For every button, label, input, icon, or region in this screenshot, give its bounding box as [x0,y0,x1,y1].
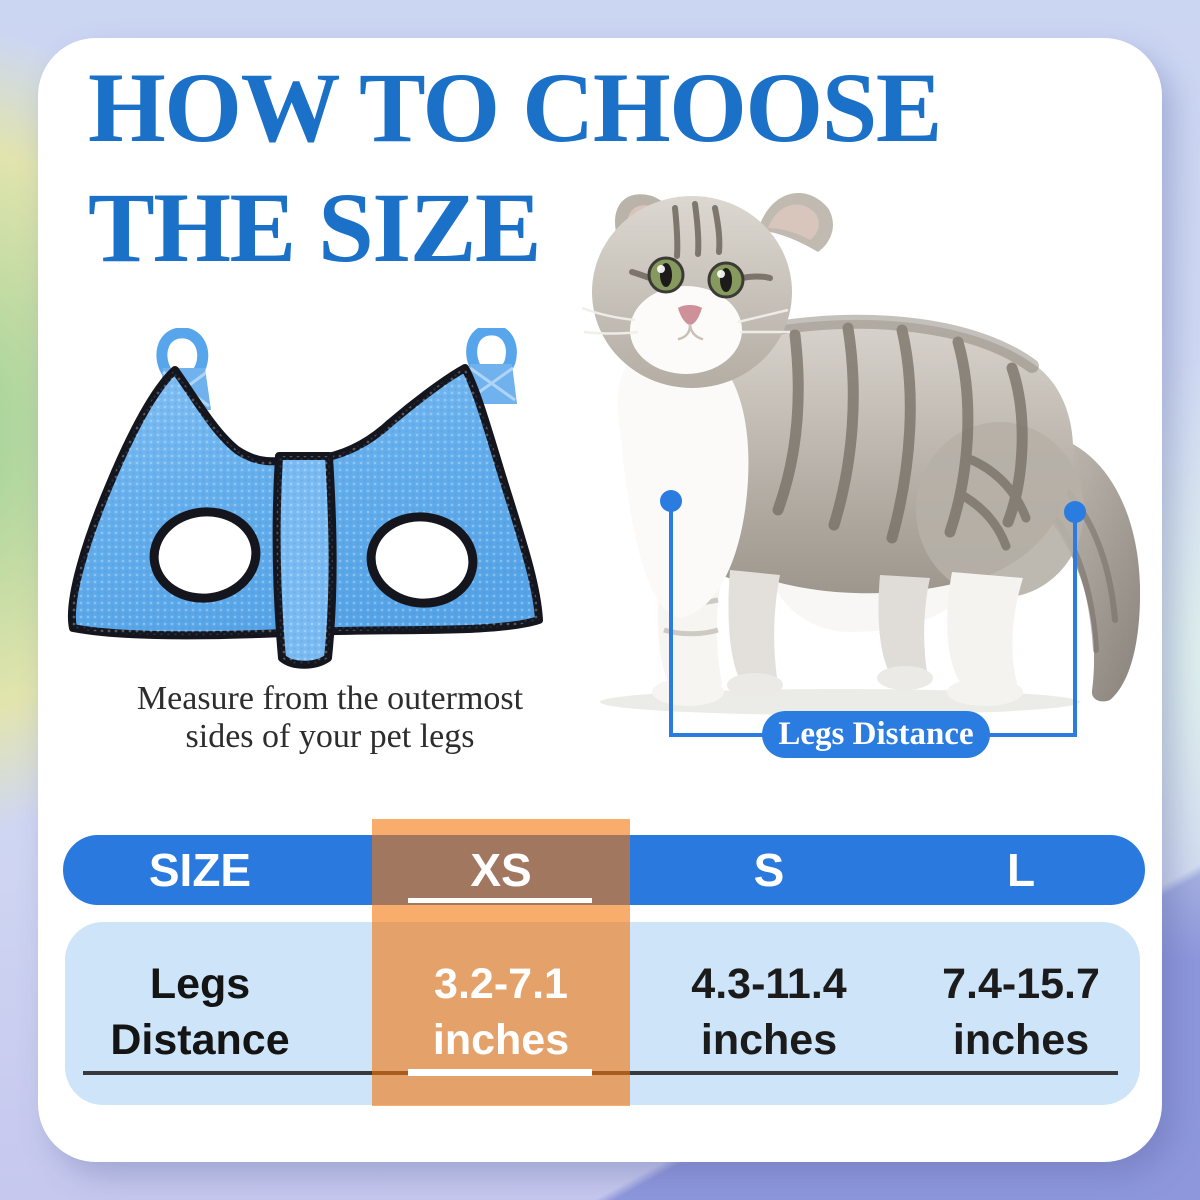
hammock-caption-line1: Measure from the outermost [136,680,524,717]
legs-distance-label: Legs Distance [778,716,974,752]
xs-range: 3.2-7.1 [434,960,568,1008]
l-value: 7.4-15.7 inches [942,956,1100,1068]
hammock-caption: Measure from the outermost sides of your… [90,680,570,756]
l-range: 7.4-15.7 [942,960,1100,1008]
page-title-line1: HOW TO CHOOSE [88,52,943,163]
cat-stripes [772,322,1031,551]
xs-header-underline [408,898,592,903]
row-label: Legs Distance [110,956,289,1068]
hammock-leg-holes [149,507,478,608]
cat-whiskers [581,306,790,335]
cat-nose [678,305,702,325]
cat-chest [617,336,749,618]
legs-distance-bracket-left [669,501,673,737]
cat-head [581,192,833,388]
s-value: 4.3-11.4 inches [691,956,846,1068]
s-range: 4.3-11.4 [691,960,847,1008]
xs-highlight-overlay [372,819,630,1106]
xs-value: 3.2-7.1 inches [433,956,569,1068]
header-cell-xs: XS [470,844,532,896]
grooming-hammock-illustration [67,328,543,669]
header-cell-s: S [753,844,785,896]
cat-photo [581,192,1140,715]
legs-distance-bracket-right [1073,512,1077,737]
s-unit: inches [700,1016,838,1064]
xs-value-underline [408,1069,592,1076]
xs-unit: inches [432,1016,570,1064]
page-title: HOW TO CHOOSE THE SIZE [88,48,988,288]
cat-eyes [647,256,745,299]
hammock-caption-line2: sides of your pet legs [185,718,475,755]
legs-distance-pill: Legs Distance [762,711,990,758]
page-title-line2: THE SIZE [88,172,542,283]
row-label-line1: Legs [149,960,251,1008]
header-cell-l: L [1006,844,1036,896]
row-label-line2: Distance [110,1016,290,1064]
header-cell-size: SIZE [148,844,252,896]
l-unit: inches [952,1016,1090,1064]
